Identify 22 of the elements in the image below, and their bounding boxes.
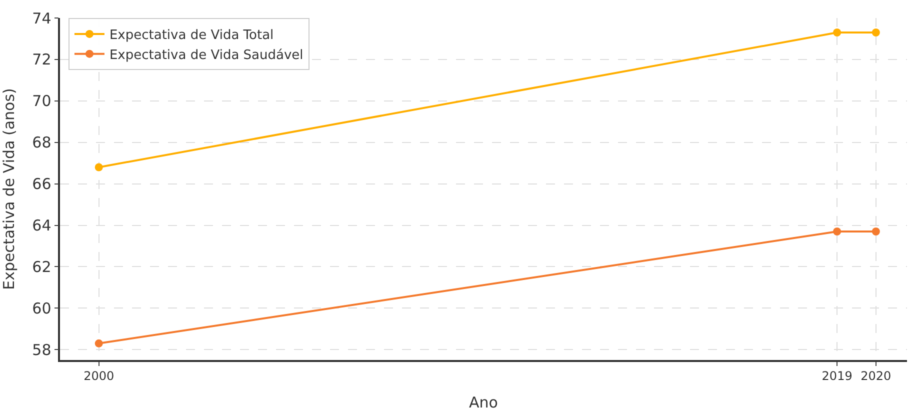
y-tick-label: 64 bbox=[32, 216, 52, 235]
point bbox=[833, 28, 842, 37]
y-tick-label: 62 bbox=[32, 258, 52, 276]
point bbox=[872, 28, 880, 37]
x-tick-label: 2000 bbox=[84, 369, 114, 384]
y-tick-label: 70 bbox=[32, 92, 52, 110]
point bbox=[94, 163, 103, 172]
y-tick-label: 74 bbox=[32, 9, 52, 28]
x-tick-label: 2019 bbox=[822, 369, 852, 384]
y-tick-label: 68 bbox=[32, 134, 52, 152]
y-axis-title: Expectativa de Vida (anos) bbox=[0, 88, 18, 290]
point bbox=[833, 227, 842, 236]
y-tick-label: 60 bbox=[32, 299, 52, 318]
point bbox=[94, 339, 103, 348]
y-tick-label: 66 bbox=[32, 175, 52, 194]
y-tick-label: 58 bbox=[32, 340, 52, 359]
y-tick-label: 72 bbox=[32, 50, 52, 69]
x-tick-label: 2020 bbox=[860, 369, 892, 384]
legend-label: Expectativa de Vida Saudável bbox=[109, 48, 304, 63]
x-axis-title: Ano bbox=[469, 394, 498, 412]
legend-label: Expectativa de Vida Total bbox=[109, 28, 274, 44]
point bbox=[872, 227, 880, 236]
